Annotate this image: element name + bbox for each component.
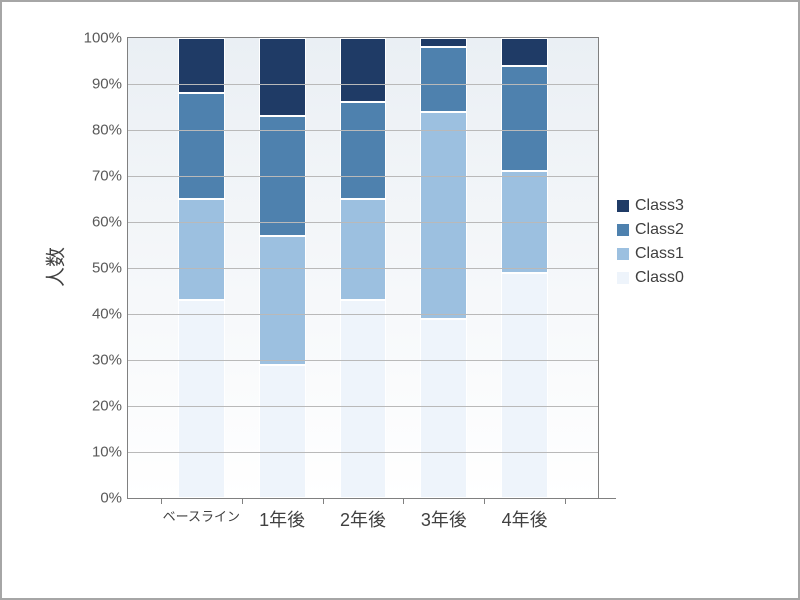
x-tick-label: 3年後 [421,498,467,532]
chart-area: 人数 0%10%20%30%40%50%60%70%80%90%100%ベースラ… [32,27,768,573]
y-tick-label: 50% [92,260,128,277]
gridline [128,222,598,223]
gridline [128,406,598,407]
y-tick-label: 90% [92,76,128,93]
gridline [128,314,598,315]
bar-segment-class1 [340,199,387,300]
gridline [128,176,598,177]
y-tick-label: 70% [92,168,128,185]
x-tick [484,498,485,504]
x-tick [403,498,404,504]
y-tick-label: 40% [92,306,128,323]
bar-segment-class2 [420,47,467,111]
bar-segment-class3 [420,38,467,47]
legend: Class3 Class2 Class1 Class0 [617,197,684,293]
bar-segment-class3 [501,38,548,66]
bar-segment-class1 [259,236,306,365]
legend-swatch [617,248,629,260]
legend-label: Class1 [635,245,684,263]
bar-segment-class1 [178,199,225,300]
x-tick-label: 1年後 [259,498,305,532]
y-axis-title: 人数 [40,247,69,287]
legend-label: Class0 [635,269,684,287]
legend-swatch [617,224,629,236]
y-tick-label: 80% [92,122,128,139]
legend-item: Class3 [617,197,684,215]
bar-segment-class2 [178,93,225,199]
y-tick-label: 20% [92,398,128,415]
legend-label: Class3 [635,197,684,215]
y-tick-label: 0% [100,490,128,507]
bar-segment-class0 [340,300,387,498]
y-tick-label: 30% [92,352,128,369]
x-tick [565,498,566,504]
gridline [128,360,598,361]
bar-segment-class2 [501,66,548,172]
gridline [128,84,598,85]
legend-item: Class2 [617,221,684,239]
gridline [128,452,598,453]
bar-segment-class0 [420,319,467,498]
bar-segment-class2 [340,102,387,199]
y-tick-label: 10% [92,444,128,461]
legend-swatch [617,200,629,212]
y-tick-label: 100% [84,30,128,47]
bar-segment-class3 [340,38,387,102]
plot-area: 0%10%20%30%40%50%60%70%80%90%100%ベースライン1… [127,37,599,499]
legend-item: Class1 [617,245,684,263]
x-tick [242,498,243,504]
x-tick-label: ベースライン [163,498,240,525]
x-tick [323,498,324,504]
legend-swatch [617,272,629,284]
gridline [128,268,598,269]
bar-segment-class0 [178,300,225,498]
x-tick-label: 4年後 [502,498,548,532]
legend-label: Class2 [635,221,684,239]
y-tick-label: 60% [92,214,128,231]
bar-segment-class3 [259,38,306,116]
chart-frame: 人数 0%10%20%30%40%50%60%70%80%90%100%ベースラ… [0,0,800,600]
legend-item: Class0 [617,269,684,287]
gridline [128,130,598,131]
bar-segment-class1 [420,112,467,319]
x-tick-label: 2年後 [340,498,386,532]
bar-segment-class0 [501,273,548,498]
bar-segment-class0 [259,365,306,498]
